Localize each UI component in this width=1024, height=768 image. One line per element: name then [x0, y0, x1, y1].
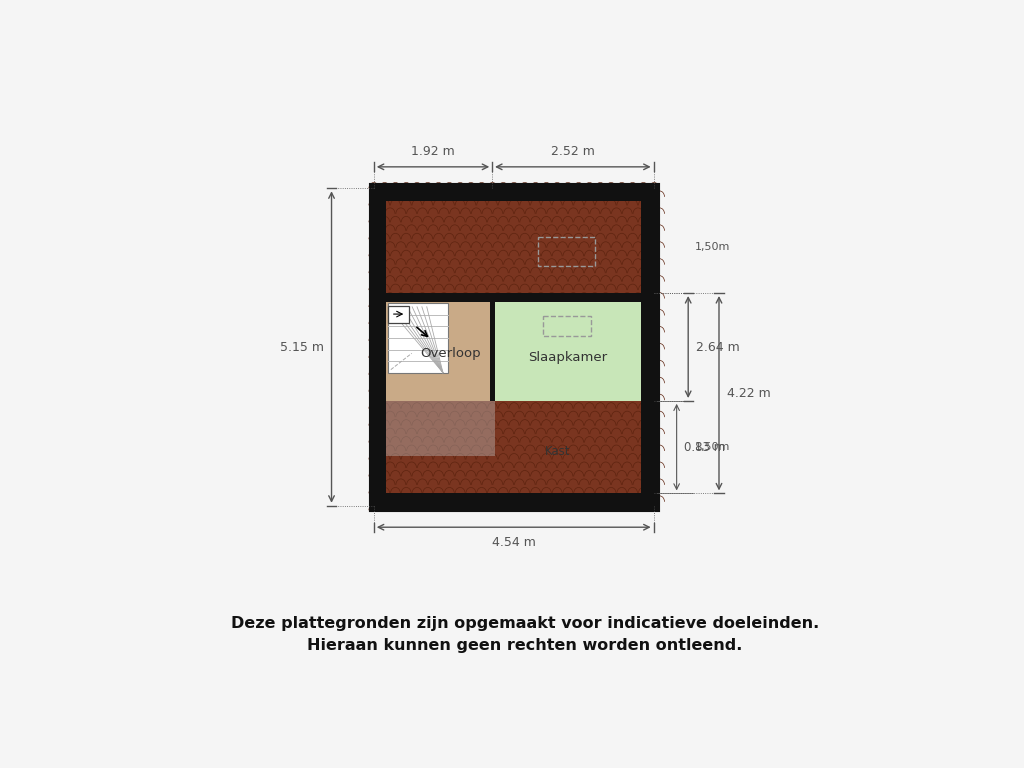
- Bar: [374, 401, 496, 456]
- Bar: [374, 188, 386, 505]
- Text: Overloop: Overloop: [420, 347, 480, 360]
- Text: 4.22 m: 4.22 m: [727, 387, 770, 399]
- Text: 5.15 m: 5.15 m: [280, 340, 324, 353]
- Text: 1,50m: 1,50m: [694, 242, 730, 252]
- Bar: [489, 302, 495, 401]
- Text: Slaapkamer: Slaapkamer: [528, 351, 607, 364]
- Bar: [388, 303, 447, 372]
- Text: 0.83 m: 0.83 m: [684, 441, 725, 454]
- Text: 1.92 m: 1.92 m: [412, 144, 455, 157]
- Bar: [539, 237, 595, 266]
- Bar: [374, 188, 653, 505]
- Text: Hieraan kunnen geen rechten worden ontleend.: Hieraan kunnen geen rechten worden ontle…: [307, 637, 742, 653]
- Bar: [495, 302, 641, 401]
- Bar: [543, 316, 591, 336]
- Text: 2.52 m: 2.52 m: [551, 144, 595, 157]
- Bar: [388, 306, 410, 323]
- Bar: [374, 188, 653, 505]
- Bar: [374, 188, 653, 200]
- Bar: [641, 188, 653, 505]
- Text: 1,50m: 1,50m: [694, 442, 730, 452]
- Bar: [386, 302, 489, 401]
- Bar: [386, 293, 641, 302]
- Bar: [374, 493, 653, 505]
- Text: 4.54 m: 4.54 m: [492, 537, 536, 549]
- Text: 2.64 m: 2.64 m: [696, 340, 739, 353]
- Text: Kast: Kast: [545, 445, 570, 458]
- Text: Deze plattegronden zijn opgemaakt voor indicatieve doeleinden.: Deze plattegronden zijn opgemaakt voor i…: [230, 616, 819, 631]
